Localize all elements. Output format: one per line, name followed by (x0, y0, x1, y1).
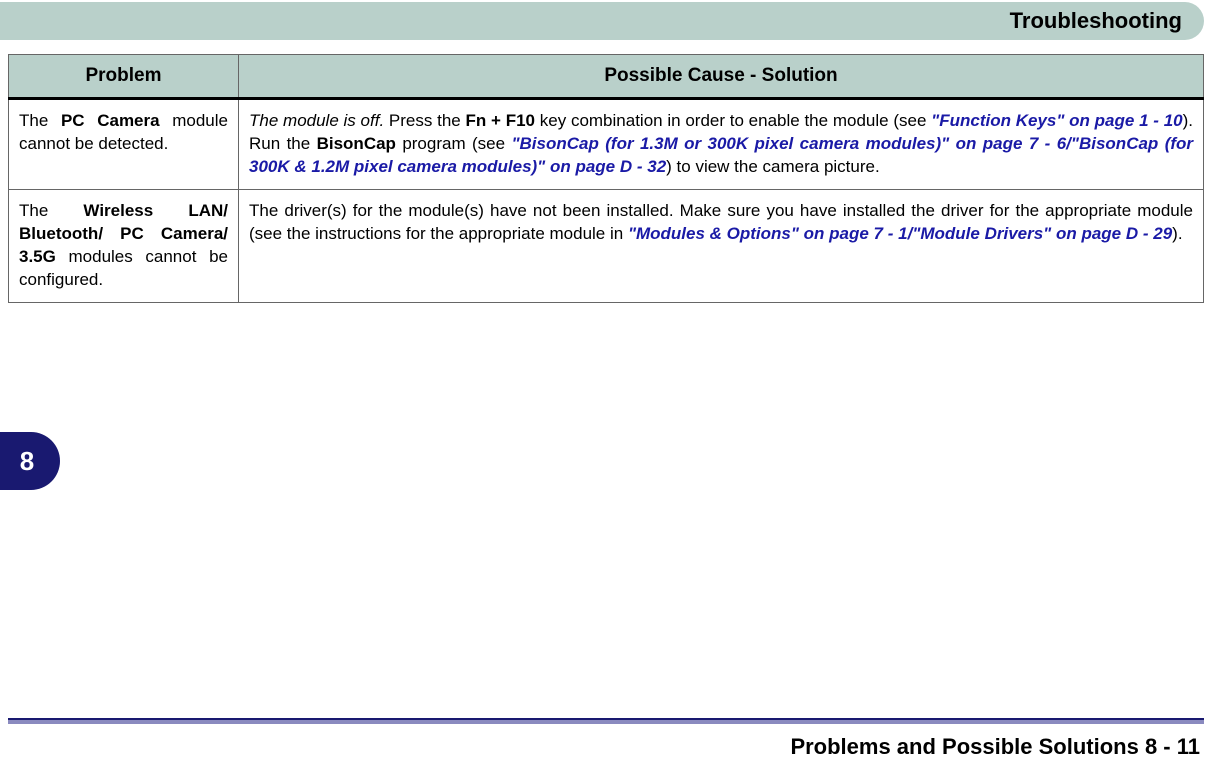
text: The (19, 201, 83, 220)
problem-cell: The PC Camera module cannot be detected. (9, 99, 239, 190)
troubleshooting-table: Problem Possible Cause - Solution The PC… (8, 54, 1204, 303)
cross-ref-link[interactable]: "Module Drivers" on page D - 29 (912, 224, 1172, 243)
text: ) to view the camera picture. (666, 157, 880, 176)
page-header: Troubleshooting (0, 2, 1204, 40)
table-header-row: Problem Possible Cause - Solution (9, 55, 1204, 99)
solution-cell: The driver(s) for the module(s) have not… (239, 189, 1204, 302)
col-header-problem: Problem (9, 55, 239, 99)
text: program (see (396, 134, 512, 153)
solution-cell: The module is off. Press the Fn + F10 ke… (239, 99, 1204, 190)
text: Press the (384, 111, 465, 130)
cross-ref-link[interactable]: "BisonCap (for 1.3M or 300K pixel camera… (511, 134, 1066, 153)
text: The (19, 111, 61, 130)
cross-ref-link[interactable]: "Modules & Options" on page 7 - 1 (628, 224, 908, 243)
cross-ref-link[interactable]: "Function Keys" on page 1 - 10 (931, 111, 1182, 130)
table-row: The PC Camera module cannot be detected.… (9, 99, 1204, 190)
problem-cell: The Wireless LAN/ Bluetooth/ PC Camera/ … (9, 189, 239, 302)
footer-divider (8, 718, 1204, 724)
text-bold: BisonCap (317, 134, 396, 153)
text-bold: PC Camera (61, 111, 160, 130)
text-bold: Fn + F10 (466, 111, 535, 130)
chapter-number: 8 (20, 446, 34, 477)
table-row: The Wireless LAN/ Bluetooth/ PC Camera/ … (9, 189, 1204, 302)
header-title: Troubleshooting (1010, 8, 1182, 34)
text-italic: The module is off. (249, 111, 384, 130)
col-header-solution: Possible Cause - Solution (239, 55, 1204, 99)
chapter-tab: 8 (0, 432, 60, 490)
text: ). (1172, 224, 1182, 243)
troubleshooting-table-wrap: Problem Possible Cause - Solution The PC… (0, 40, 1212, 303)
text: key combination in order to enable the m… (535, 111, 931, 130)
footer-text: Problems and Possible Solutions 8 - 11 (790, 734, 1200, 760)
